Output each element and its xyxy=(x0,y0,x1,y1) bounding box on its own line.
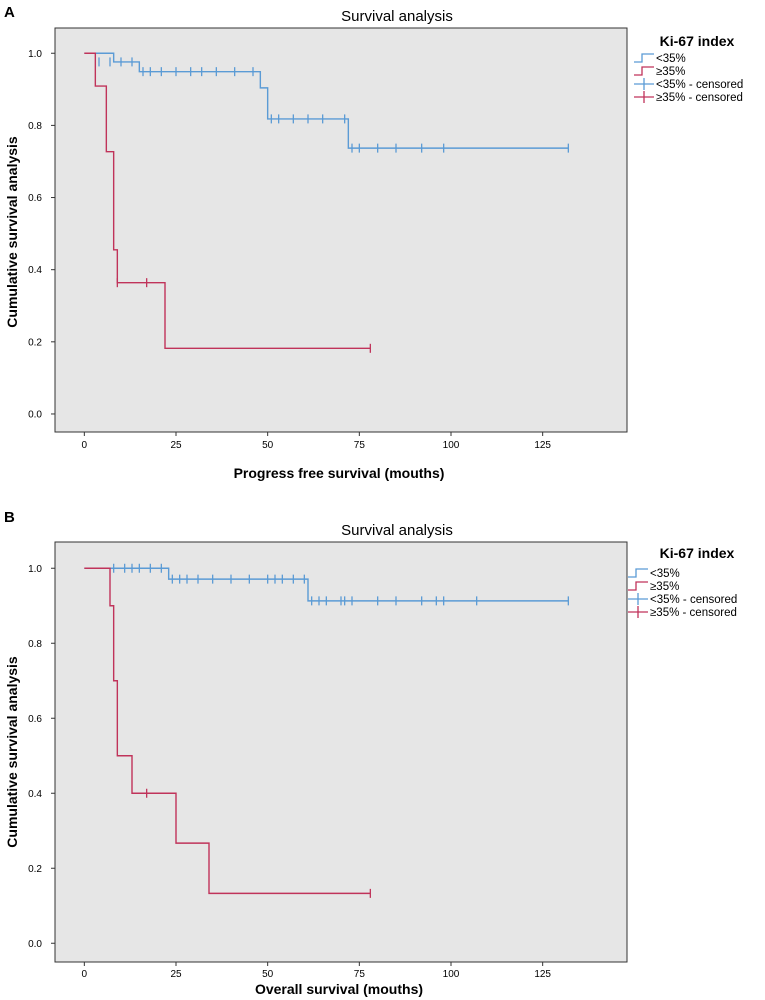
panel-a: A Survival analysis 0.0 0.2 0.4 0.6 0.8 1.0 0… xyxy=(4,4,743,481)
panel-b-legend-items: <35%≥35%<35% - censored≥35% - censored xyxy=(628,568,737,619)
x-tick-label: 50 xyxy=(262,969,274,980)
panel-a-y-ticks: 0.0 0.2 0.4 0.6 0.8 1.0 xyxy=(28,49,55,420)
legend-label: ≥35% xyxy=(650,581,679,593)
x-tick-label: 75 xyxy=(354,969,366,980)
panel-a-x-axis-label: Progress free survival (mouths) xyxy=(234,465,445,481)
panel-b-x-ticks: 0 25 50 75 100 125 xyxy=(82,962,551,980)
x-tick-label: 100 xyxy=(443,969,460,980)
legend-label: <35% xyxy=(650,568,680,580)
y-tick-label: 1.0 xyxy=(28,564,42,575)
y-tick-label: 0.4 xyxy=(28,789,42,800)
legend-label: ≥35% xyxy=(656,66,685,78)
panel-a-legend: Ki-67 index <35%≥35%<35% - censored≥35% … xyxy=(634,33,743,104)
y-tick-label: 0.6 xyxy=(28,714,42,725)
y-tick-label: 0.4 xyxy=(28,265,42,276)
y-tick-label: 0.8 xyxy=(28,121,42,132)
panel-b-legend-title: Ki-67 index xyxy=(660,545,735,561)
y-tick-label: 0.2 xyxy=(28,864,42,875)
y-tick-label: 1.0 xyxy=(28,49,42,60)
legend-label: <35% - censored xyxy=(656,79,743,91)
panel-b: B Survival analysis 0.0 0.2 0.4 0.6 0.8 1.0 0… xyxy=(4,509,737,997)
panel-a-censor-marks xyxy=(98,57,569,353)
panel-a-plot-area xyxy=(54,27,628,433)
panel-b-letter: B xyxy=(4,509,15,526)
panel-a-letter: A xyxy=(4,4,15,21)
x-tick-label: 125 xyxy=(534,969,551,980)
x-tick-label: 25 xyxy=(170,440,182,451)
legend-label: ≥35% - censored xyxy=(650,607,737,619)
panel-b-legend: Ki-67 index <35%≥35%<35% - censored≥35% … xyxy=(628,545,737,619)
x-tick-label: 0 xyxy=(82,440,88,451)
y-tick-label: 0.6 xyxy=(28,193,42,204)
panel-a-title: Survival analysis xyxy=(341,8,453,25)
panel-a-curves xyxy=(84,52,569,350)
legend-step-swatch xyxy=(634,53,654,63)
survival-curve-high-ki67 xyxy=(84,567,371,895)
panel-b-x-axis-label: Overall survival (mouths) xyxy=(255,981,423,997)
panel-a-y-axis-label: Cumulative survival analysis xyxy=(4,136,20,328)
legend-step-swatch xyxy=(628,568,648,578)
legend-label: <35% xyxy=(656,53,686,65)
x-tick-label: 25 xyxy=(170,969,182,980)
panel-b-censor-marks xyxy=(113,563,569,898)
panel-b-y-axis-label: Cumulative survival analysis xyxy=(4,656,20,848)
x-tick-label: 0 xyxy=(82,969,88,980)
survival-curve-low-ki67 xyxy=(84,52,569,149)
legend-step-swatch xyxy=(628,581,648,591)
x-tick-label: 100 xyxy=(443,440,460,451)
legend-label: <35% - censored xyxy=(650,594,737,606)
legend-step-swatch xyxy=(634,66,654,76)
legend-label: ≥35% - censored xyxy=(656,92,743,104)
y-tick-label: 0.0 xyxy=(28,409,42,420)
panel-a-legend-title: Ki-67 index xyxy=(660,33,735,49)
survival-curve-high-ki67 xyxy=(84,52,371,350)
panel-b-plot-area xyxy=(54,541,628,963)
y-tick-label: 0.0 xyxy=(28,939,42,950)
panel-b-title: Survival analysis xyxy=(341,522,453,539)
x-tick-label: 125 xyxy=(534,440,551,451)
y-tick-label: 0.2 xyxy=(28,337,42,348)
x-tick-label: 75 xyxy=(354,440,366,451)
panel-b-y-ticks: 0.0 0.2 0.4 0.6 0.8 1.0 xyxy=(28,564,55,950)
y-tick-label: 0.8 xyxy=(28,639,42,650)
panel-a-legend-items: <35%≥35%<35% - censored≥35% - censored xyxy=(634,53,743,104)
panel-a-x-ticks: 0 25 50 75 100 125 xyxy=(82,432,551,451)
x-tick-label: 50 xyxy=(262,440,274,451)
